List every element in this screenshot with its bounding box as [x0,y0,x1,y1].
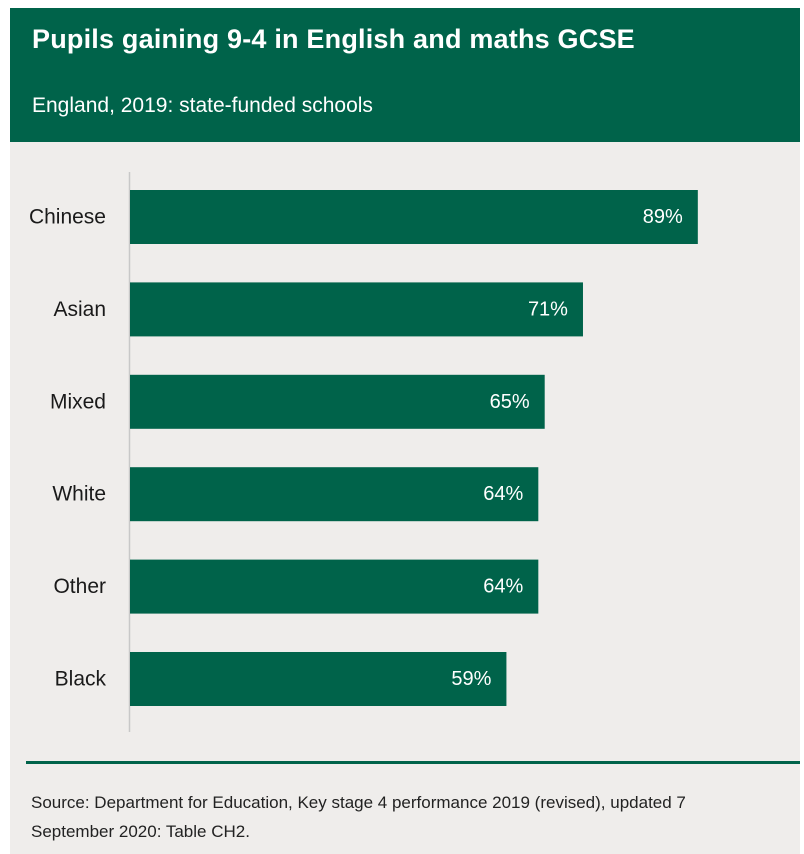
bar-asian [130,282,583,337]
bar-chinese [130,190,698,244]
category-label: Black [55,668,107,691]
bar-white [130,467,539,522]
footer-divider [26,761,800,764]
category-label: Other [53,575,106,598]
chart-subtitle: England, 2019: state-funded schools [32,94,373,117]
data-label: 64% [483,576,523,598]
category-label: Asian [53,298,106,321]
data-label: 59% [451,668,491,690]
bar-chart-svg: Chinese 89% Asian 71% Mixed 65% White 64% Other 6… [29,172,698,732]
source-note: Source: Department for Education, Key st… [31,793,686,841]
category-label: Chinese [29,206,106,229]
data-label: 65% [490,391,530,413]
category-label: Mixed [50,390,106,413]
bar-mixed [130,374,545,429]
bar-other [130,559,539,614]
category-label: White [52,483,106,506]
chart-header: Pupils gaining 9-4 in English and maths … [10,8,800,142]
bar-chart: Chinese 89% Asian 71% Mixed 65% White 64% Other 6… [10,142,800,752]
bar-black [130,652,507,706]
data-label: 71% [528,298,568,320]
chart-title: Pupils gaining 9-4 in English and maths … [32,24,635,54]
data-label: 64% [483,483,523,505]
data-label: 89% [643,206,683,228]
chart-card: Pupils gaining 9-4 in English and maths … [10,8,800,854]
